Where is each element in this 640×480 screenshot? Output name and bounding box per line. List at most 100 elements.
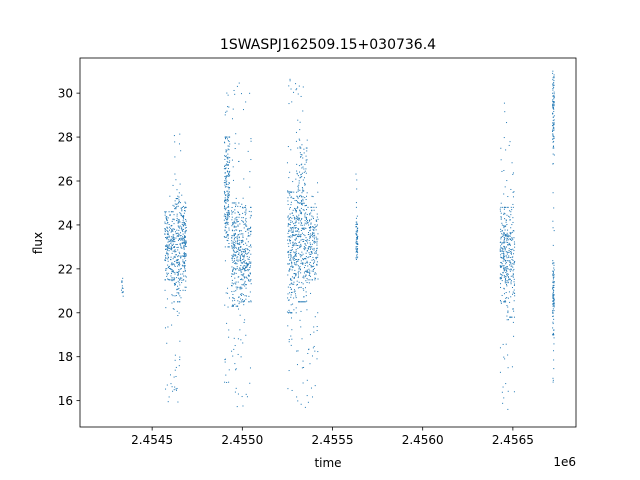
data-point bbox=[168, 246, 170, 248]
data-point bbox=[167, 278, 169, 280]
data-point bbox=[176, 259, 178, 261]
data-point bbox=[507, 354, 509, 356]
data-point bbox=[180, 297, 182, 299]
data-point bbox=[122, 290, 124, 292]
data-point bbox=[244, 223, 246, 225]
data-point bbox=[504, 234, 506, 236]
data-point bbox=[552, 332, 554, 334]
data-point bbox=[180, 273, 182, 275]
data-point bbox=[553, 272, 554, 274]
data-point bbox=[173, 237, 175, 239]
data-point bbox=[299, 286, 301, 288]
data-point bbox=[553, 137, 555, 139]
data-point bbox=[121, 280, 123, 282]
data-point bbox=[175, 262, 177, 264]
data-point bbox=[231, 291, 233, 293]
data-point bbox=[248, 280, 250, 282]
data-point bbox=[553, 82, 555, 84]
data-point bbox=[248, 295, 250, 297]
data-point bbox=[313, 227, 315, 229]
data-point bbox=[509, 232, 511, 234]
data-point bbox=[299, 129, 301, 131]
data-point bbox=[228, 381, 230, 383]
data-point bbox=[295, 249, 297, 251]
data-point bbox=[180, 256, 182, 258]
data-point bbox=[308, 239, 310, 241]
data-point bbox=[237, 205, 239, 207]
data-point bbox=[167, 246, 169, 248]
data-point bbox=[233, 202, 235, 204]
data-point bbox=[179, 284, 181, 286]
data-point bbox=[312, 226, 314, 228]
data-point bbox=[239, 233, 241, 235]
data-point bbox=[242, 239, 244, 241]
data-point bbox=[313, 261, 315, 263]
data-point bbox=[179, 202, 181, 204]
data-point bbox=[504, 275, 506, 277]
data-point bbox=[505, 221, 507, 223]
data-point bbox=[506, 180, 508, 182]
data-point bbox=[231, 222, 233, 224]
data-point bbox=[231, 118, 233, 120]
data-point bbox=[311, 206, 313, 208]
data-point bbox=[505, 272, 507, 274]
data-point bbox=[179, 295, 181, 297]
data-point bbox=[249, 92, 251, 94]
data-point bbox=[182, 273, 184, 275]
data-point bbox=[227, 287, 229, 289]
data-point bbox=[184, 255, 186, 257]
data-point bbox=[287, 274, 289, 276]
data-point bbox=[510, 268, 512, 270]
data-point bbox=[309, 256, 311, 258]
data-point bbox=[183, 262, 185, 264]
data-point bbox=[301, 196, 303, 198]
data-point bbox=[242, 279, 244, 281]
data-point bbox=[225, 227, 227, 229]
data-point bbox=[552, 103, 554, 105]
data-point bbox=[509, 238, 511, 240]
data-point bbox=[552, 88, 554, 90]
data-point bbox=[175, 254, 177, 256]
data-point bbox=[185, 229, 187, 231]
data-point bbox=[179, 277, 181, 279]
data-point bbox=[501, 274, 503, 276]
data-point bbox=[301, 282, 303, 284]
data-point bbox=[249, 171, 251, 173]
data-point bbox=[500, 301, 502, 303]
data-point bbox=[505, 263, 507, 265]
data-point bbox=[293, 283, 295, 285]
data-point bbox=[300, 156, 302, 158]
data-point bbox=[289, 213, 291, 215]
data-point bbox=[510, 232, 512, 234]
data-point bbox=[300, 272, 302, 274]
data-point bbox=[505, 292, 507, 294]
data-point bbox=[177, 222, 179, 224]
data-point bbox=[313, 247, 315, 249]
data-point bbox=[507, 367, 509, 369]
data-point bbox=[242, 299, 244, 301]
data-point bbox=[510, 265, 512, 267]
data-point bbox=[291, 269, 293, 271]
data-point bbox=[510, 281, 512, 283]
data-point bbox=[506, 274, 508, 276]
data-point bbox=[501, 278, 502, 280]
data-point bbox=[289, 242, 291, 244]
data-point bbox=[225, 151, 227, 153]
data-point bbox=[297, 206, 299, 208]
data-point bbox=[174, 251, 176, 253]
data-point bbox=[246, 244, 248, 246]
data-point bbox=[510, 249, 512, 251]
data-point bbox=[509, 261, 511, 263]
data-point bbox=[513, 237, 515, 239]
data-point bbox=[182, 219, 184, 221]
data-point bbox=[296, 235, 298, 237]
data-point bbox=[225, 232, 227, 234]
data-point bbox=[287, 216, 289, 218]
data-point bbox=[305, 252, 307, 254]
data-point bbox=[312, 239, 314, 241]
data-point bbox=[228, 175, 230, 177]
data-point bbox=[172, 237, 174, 239]
data-point bbox=[310, 292, 312, 294]
data-point bbox=[227, 306, 229, 308]
data-point bbox=[184, 235, 185, 237]
